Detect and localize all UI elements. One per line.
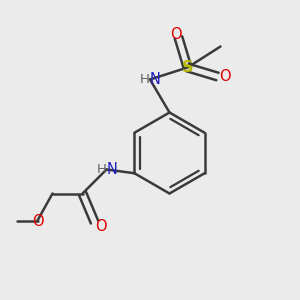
Text: S: S [182,60,193,75]
Text: O: O [170,27,181,42]
Text: N: N [106,162,117,177]
Text: H: H [140,73,150,86]
Text: H: H [97,163,106,176]
Text: O: O [219,69,231,84]
Text: O: O [95,219,106,234]
Text: O: O [32,214,43,230]
Text: N: N [150,72,161,87]
